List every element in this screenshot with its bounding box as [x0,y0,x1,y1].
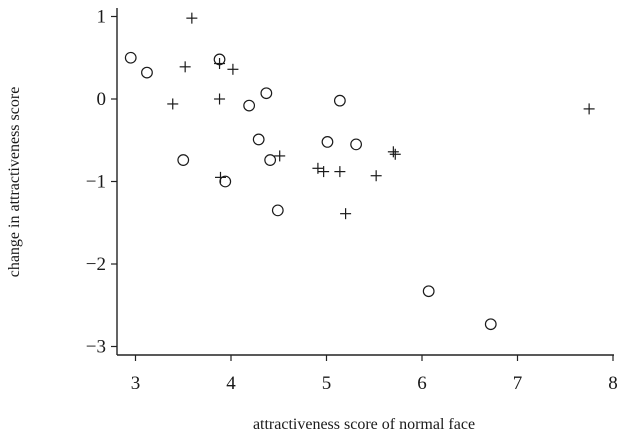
plus-point [214,171,226,183]
y-axis-title: change in attractiveness score [6,87,23,278]
plus-point [186,12,198,24]
y-tick-label: −3 [86,337,106,358]
plus-point [274,150,286,162]
y-tick-label: −2 [86,254,106,275]
plus-point [318,166,330,178]
plus-point [214,93,226,105]
circle-point [252,133,265,146]
plus-point [370,170,382,182]
plus-point [387,146,399,158]
tick-labels: 3 4 5 6 7 8 1 0 −1 −2 −3 [86,7,618,395]
circle-point [141,66,153,79]
x-axis-title: attractiveness score of normal face [253,416,475,433]
plus-point [389,148,401,160]
circle-point [271,204,284,217]
circle-point [321,135,334,148]
tick-marks [111,15,614,361]
x-tick-label: 3 [131,373,141,394]
y-tick-label: 1 [97,7,107,28]
plus-point [179,61,191,73]
circle-point [350,138,363,151]
y-tick-label: −1 [86,172,106,193]
plus-point [334,166,346,178]
circle-point [484,318,497,331]
plus-point [340,208,352,220]
circle-point [264,154,277,166]
y-tick-label: 0 [97,89,107,110]
circle-point [243,99,256,112]
x-tick-label: 5 [322,373,332,394]
plus-point [167,98,179,110]
plus-point [227,63,239,75]
x-tick-label: 4 [226,373,236,394]
plus-point [312,162,324,174]
data-points [124,12,595,331]
circle-point [422,285,435,298]
x-tick-label: 7 [513,373,523,394]
circle-point [260,87,273,100]
axes [116,8,614,356]
x-tick-label: 6 [417,373,427,394]
plus-point [583,103,595,115]
x-tick-label: 8 [608,373,618,394]
plus-point [214,58,226,70]
circle-point [333,94,346,107]
circle-point [177,154,190,166]
circle-point [124,51,137,64]
